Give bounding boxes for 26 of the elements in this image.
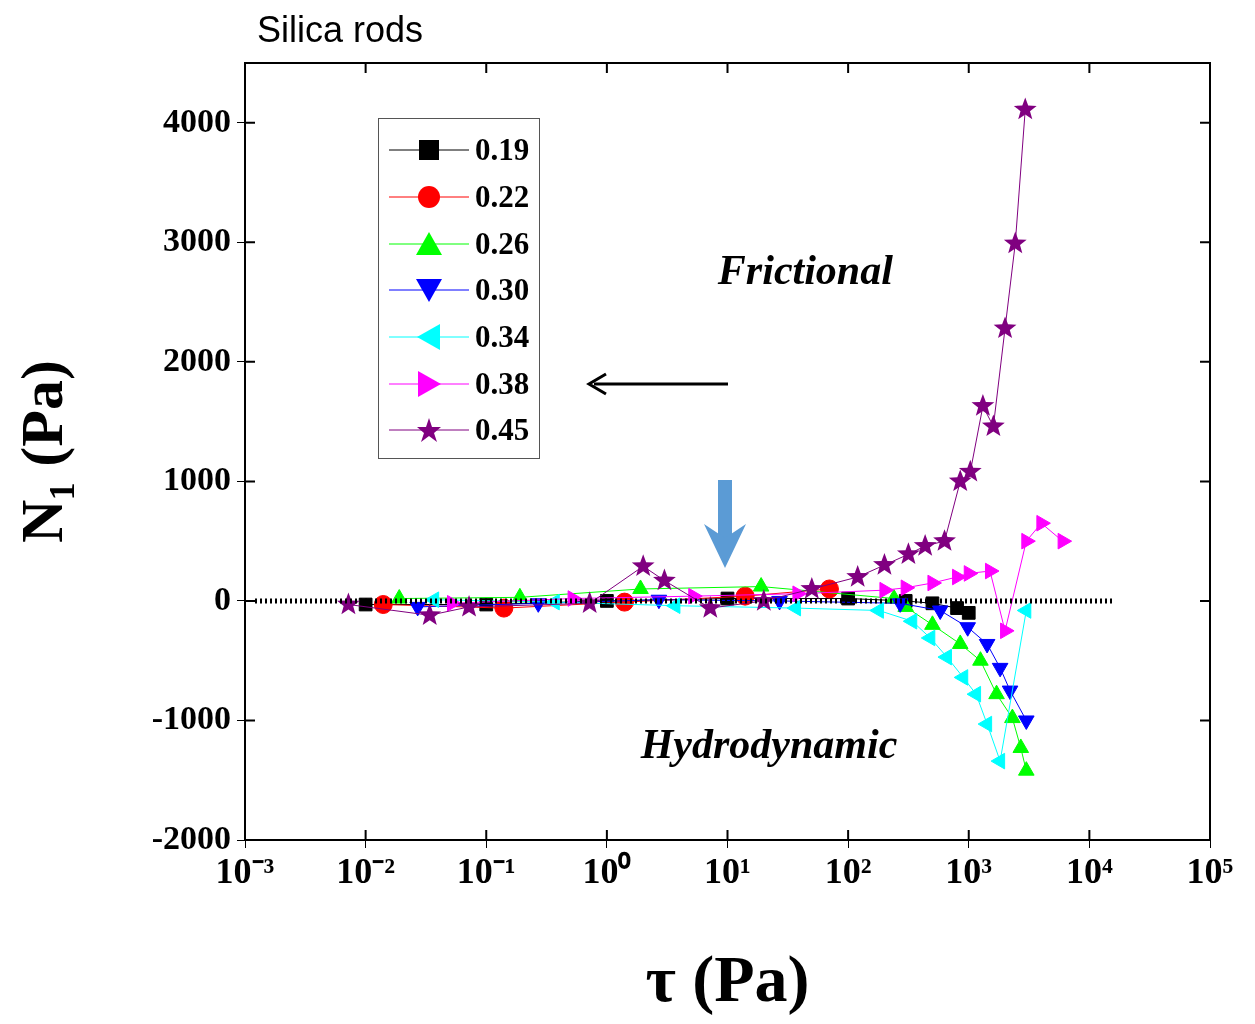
x-axis-title: τ (Pa) (645, 942, 810, 1017)
y-tick-label: 0 (214, 579, 231, 617)
annotation: Frictional (716, 246, 894, 293)
x-tick-label: 10⁻² (336, 850, 396, 891)
y-axis-title: N₁ (Pa) (8, 360, 75, 543)
legend-label: 0.26 (475, 225, 530, 262)
legend-label: 0.34 (475, 319, 530, 356)
legend-label: 0.38 (475, 365, 530, 402)
y-tick-label: 4000 (163, 101, 231, 139)
y-tick-label: 1000 (163, 460, 231, 498)
legend-label: 0.45 (475, 412, 530, 449)
y-tick-label: 3000 (163, 221, 231, 259)
x-tick-label: 10⁻¹ (456, 850, 516, 891)
x-tick-label: 10³ (945, 850, 993, 891)
legend-label: 0.22 (475, 179, 530, 216)
legend-label: 0.30 (475, 272, 530, 309)
legend-label: 0.19 (475, 132, 530, 169)
x-tick-label: 10¹ (704, 850, 751, 891)
y-tick-label: -1000 (151, 699, 231, 737)
y-tick-label: 2000 (163, 340, 231, 378)
x-tick-label: 10⁵ (1186, 850, 1234, 891)
annotation: Hydrodynamic (639, 720, 898, 767)
x-tick-label: 10⁴ (1065, 850, 1113, 891)
x-tick-label: 10² (824, 850, 872, 891)
chart-title: Silica rods (257, 9, 424, 50)
x-tick-label: 10⁰ (582, 850, 632, 891)
